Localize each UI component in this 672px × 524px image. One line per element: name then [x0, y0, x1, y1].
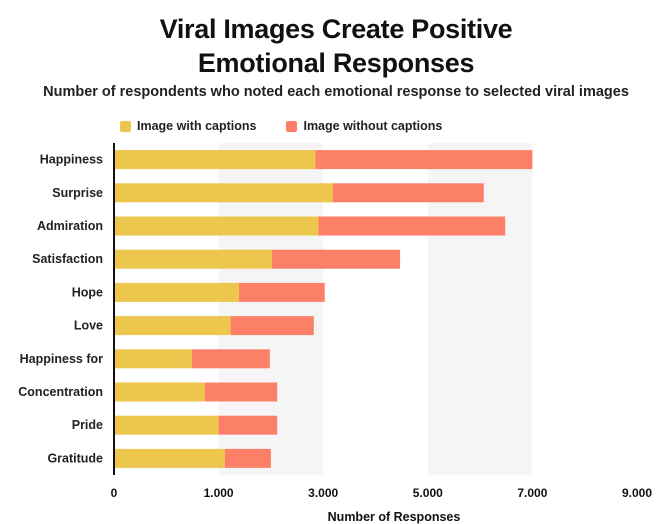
bar-no-captions	[315, 150, 533, 170]
category-label: Pride	[72, 418, 103, 432]
category-label: Concentration	[18, 385, 103, 399]
x-axis-label: Number of Responses	[328, 510, 461, 524]
category-label: Surprise	[52, 186, 103, 200]
x-tick-label: 1.000	[204, 486, 234, 500]
chart-title-line-2: Emotional Responses	[197, 48, 475, 78]
bar-captions	[114, 316, 231, 336]
bar-captions	[114, 150, 316, 170]
bar-captions	[114, 415, 219, 435]
bar-captions	[114, 216, 319, 236]
chart-legend: Image with captions Image without captio…	[120, 119, 442, 133]
legend-item-captions: Image with captions	[120, 119, 256, 133]
category-label: Love	[74, 319, 103, 333]
bar-captions	[114, 349, 192, 369]
bar-captions	[114, 282, 239, 302]
bar-no-captions	[224, 448, 271, 468]
bar-captions	[114, 448, 225, 468]
bar-captions	[114, 382, 206, 402]
bar-no-captions	[238, 282, 325, 302]
x-tick-label: 7.000	[517, 486, 547, 500]
bar-captions	[114, 249, 272, 269]
x-tick-label: 5.000	[413, 486, 443, 500]
category-label: Admiration	[37, 219, 103, 233]
legend-swatch-captions	[120, 120, 131, 132]
legend-item-no-captions: Image without captions	[286, 119, 442, 133]
x-tick-label: 3.000	[308, 486, 338, 500]
chart-title: Viral Images Create Positive Emotional R…	[0, 12, 672, 80]
x-tick-label: 0	[111, 486, 118, 500]
category-label: Happiness for	[20, 352, 103, 366]
category-label: Satisfaction	[32, 252, 103, 266]
chart-title-line-1: Viral Images Create Positive	[159, 14, 513, 44]
category-label: Hope	[72, 285, 103, 299]
bar-captions	[114, 183, 333, 203]
bar-no-captions	[205, 382, 278, 402]
x-tick-label: 9.000	[622, 486, 652, 500]
category-label: Happiness	[40, 153, 103, 167]
legend-label-captions: Image with captions	[137, 119, 257, 133]
bar-no-captions	[230, 316, 314, 336]
bar-no-captions	[218, 415, 278, 435]
legend-label-no-captions: Image without captions	[303, 119, 443, 133]
legend-swatch-no-captions	[286, 120, 298, 132]
category-label: Gratitude	[47, 451, 103, 465]
bar-no-captions	[332, 183, 484, 203]
chart-subtitle: Number of respondents who noted each emo…	[43, 84, 629, 100]
bar-no-captions	[318, 216, 506, 236]
bar-no-captions	[191, 349, 270, 369]
bar-no-captions	[271, 249, 401, 269]
